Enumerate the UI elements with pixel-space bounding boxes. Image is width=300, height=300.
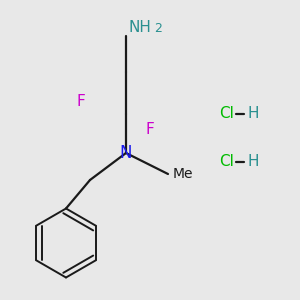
Text: 2: 2 bbox=[154, 22, 162, 35]
Text: Cl: Cl bbox=[219, 154, 234, 169]
Text: F: F bbox=[76, 94, 85, 110]
Text: NH: NH bbox=[129, 20, 152, 34]
Text: Me: Me bbox=[172, 167, 193, 181]
Text: N: N bbox=[120, 144, 132, 162]
Text: H: H bbox=[248, 106, 259, 122]
Text: H: H bbox=[248, 154, 259, 169]
Text: F: F bbox=[146, 122, 154, 136]
Text: Cl: Cl bbox=[219, 106, 234, 122]
